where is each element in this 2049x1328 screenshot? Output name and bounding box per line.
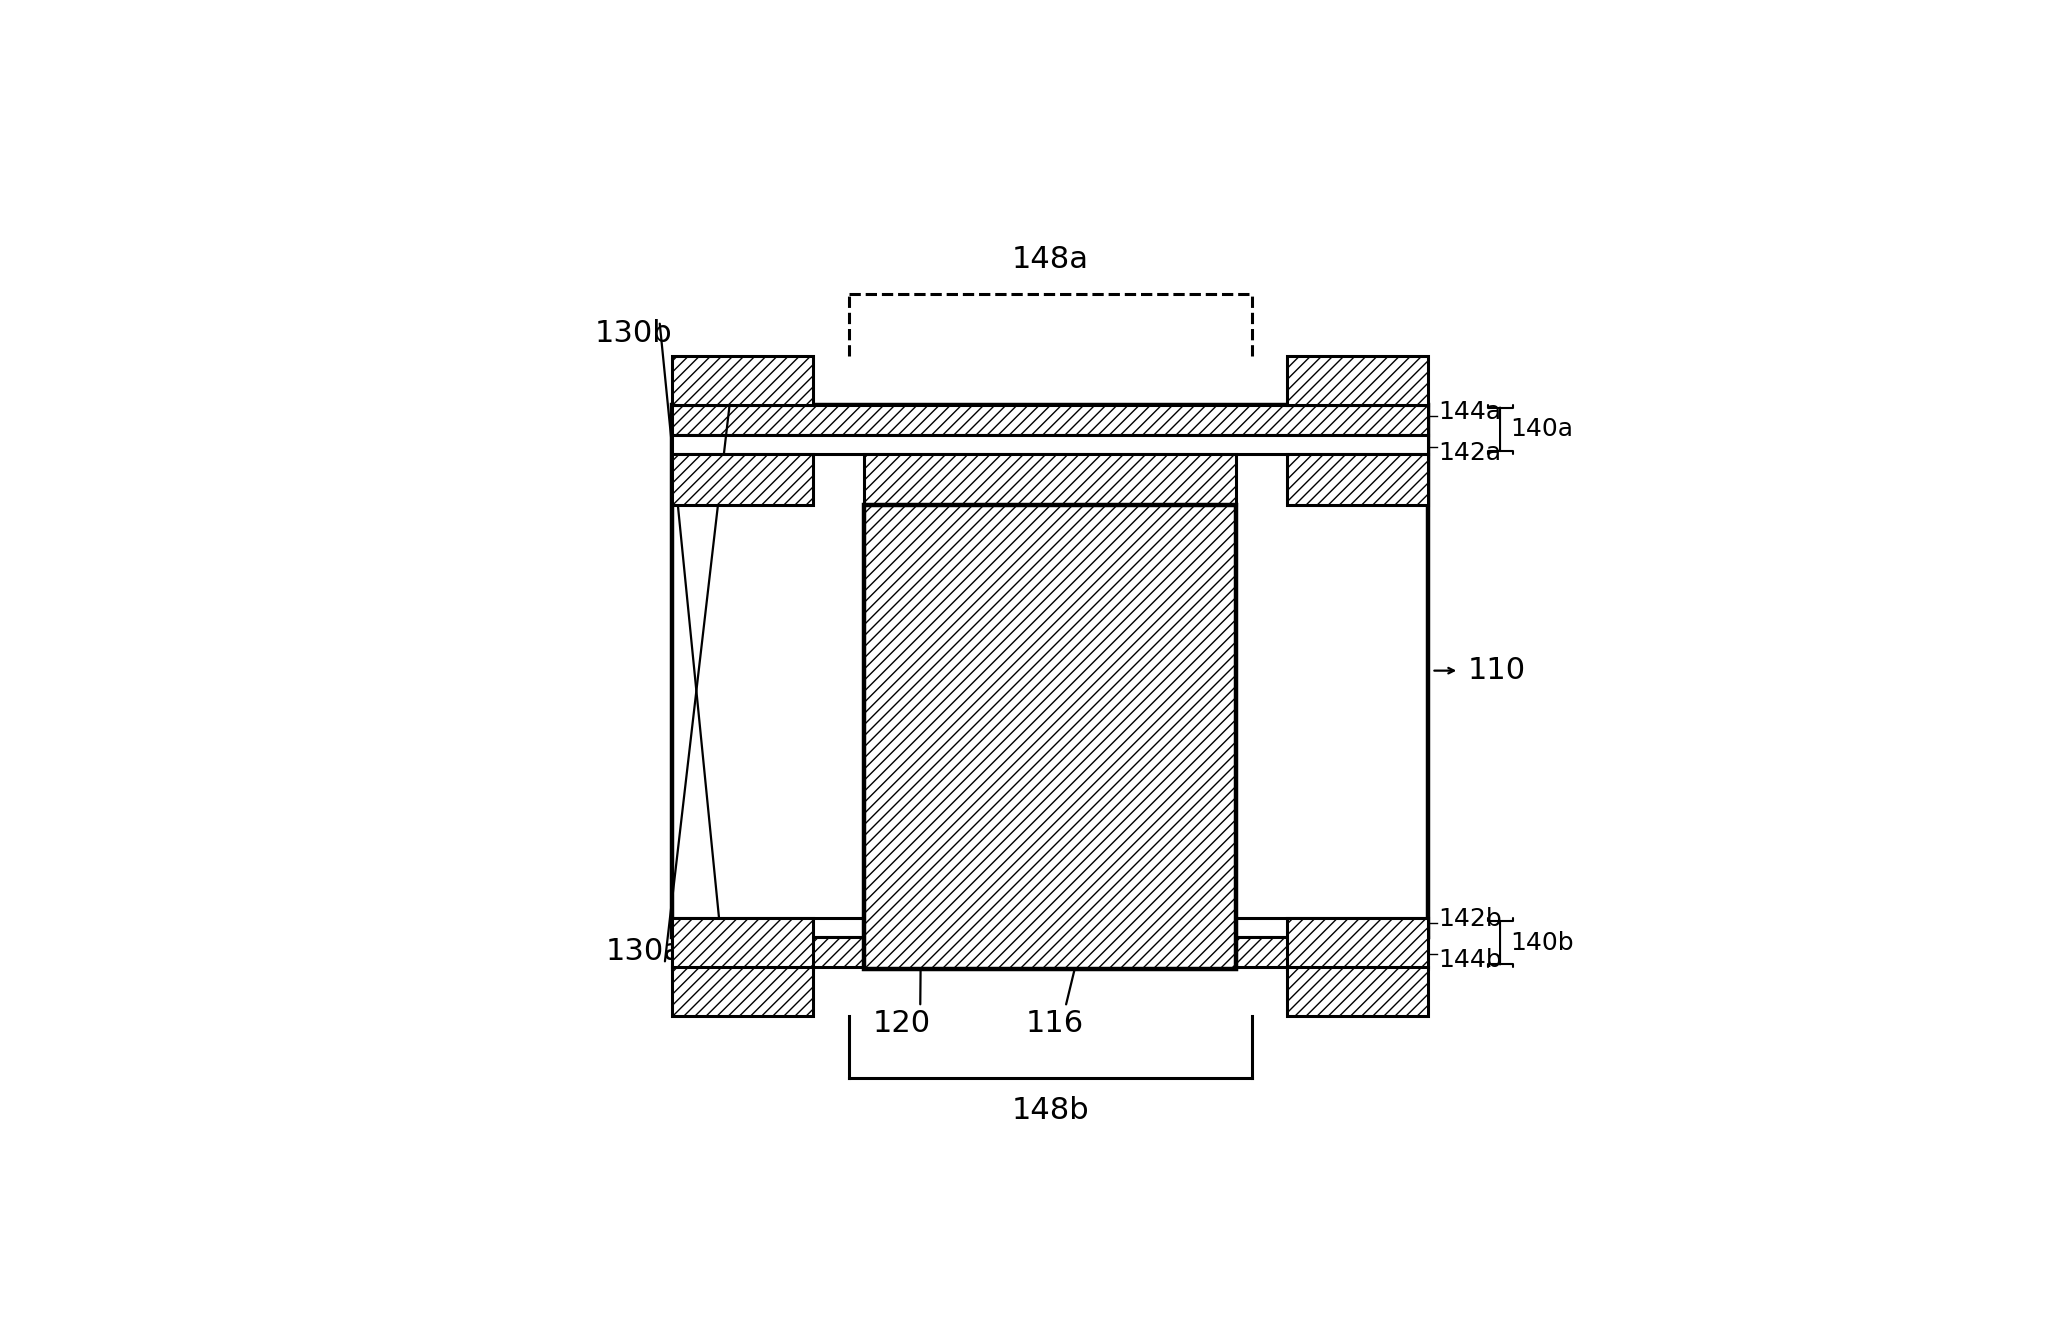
Bar [672, 918, 1428, 936]
Text: 142b: 142b [1438, 907, 1502, 931]
Bar [865, 918, 1236, 969]
Bar [1287, 918, 1428, 969]
Text: 140a: 140a [1510, 417, 1574, 441]
Bar [672, 405, 1428, 436]
Text: 120: 120 [873, 1009, 930, 1038]
Text: 142a: 142a [1438, 441, 1502, 465]
Bar [672, 454, 813, 505]
Bar [672, 918, 813, 969]
Bar [672, 405, 1428, 936]
Text: 116: 116 [1027, 1009, 1084, 1038]
Text: 140b: 140b [1510, 931, 1574, 955]
Bar [672, 356, 813, 405]
Bar [865, 505, 1236, 969]
Text: 110: 110 [1467, 656, 1524, 685]
Text: 130b: 130b [594, 319, 672, 348]
Text: 148b: 148b [1012, 1096, 1088, 1125]
Text: 144b: 144b [1438, 948, 1502, 972]
Bar [672, 967, 813, 1016]
Bar [1287, 454, 1428, 505]
Bar [865, 454, 1236, 505]
Bar [1287, 967, 1428, 1016]
Text: 148a: 148a [1012, 244, 1088, 274]
Text: 144a: 144a [1438, 400, 1502, 424]
Bar [1287, 356, 1428, 405]
Bar [672, 936, 1428, 967]
Text: 130a: 130a [604, 938, 682, 967]
Bar [672, 436, 1428, 454]
